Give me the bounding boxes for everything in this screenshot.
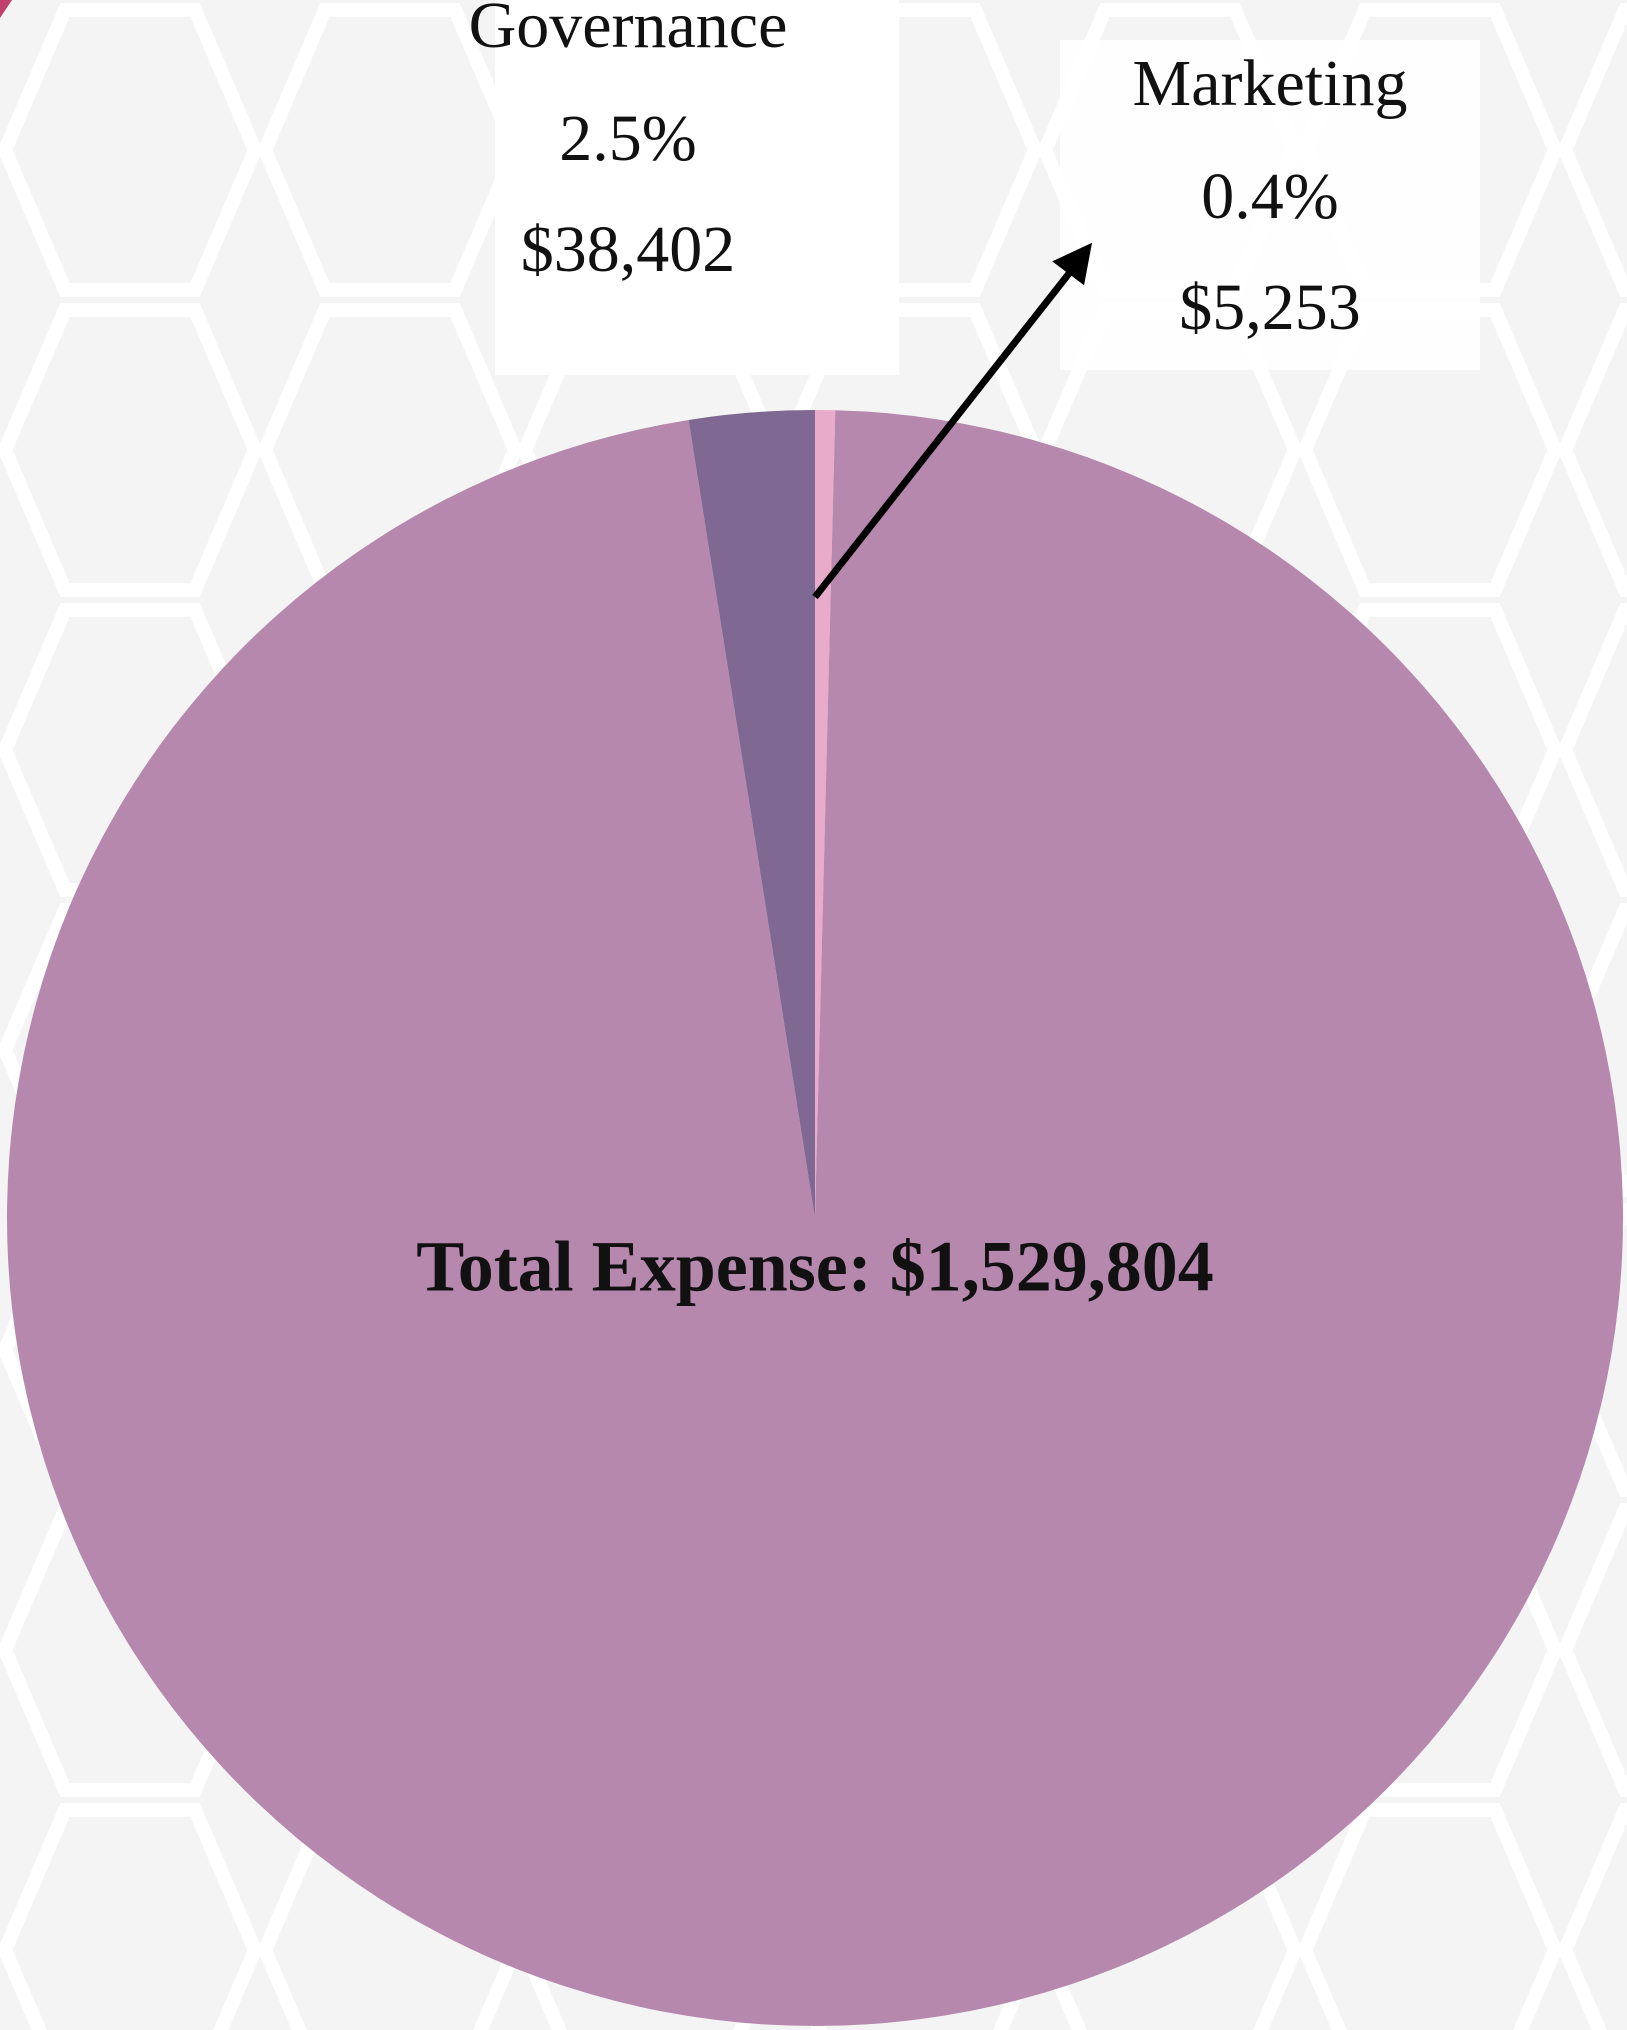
slice-percent: 2.5%	[559, 102, 696, 175]
leader-arrow	[812, 259, 1081, 600]
pie-slice	[688, 410, 815, 1218]
total-label: Total Expense: $1,529,804	[416, 1227, 1213, 1307]
slice-percent: 0.4%	[1201, 160, 1338, 233]
pie-slice	[6, 410, 1623, 2027]
label-box	[495, 0, 899, 375]
slice-amount: $38,402	[521, 213, 736, 286]
slice-category: Governance	[469, 0, 788, 62]
pie-slice	[815, 410, 836, 1218]
slice-amount: $5,253	[1179, 271, 1361, 344]
slice-category: Marketing	[1133, 47, 1408, 120]
corner-accent	[0, 0, 12, 18]
arrow-head	[1052, 242, 1093, 286]
label-box	[1060, 40, 1480, 370]
